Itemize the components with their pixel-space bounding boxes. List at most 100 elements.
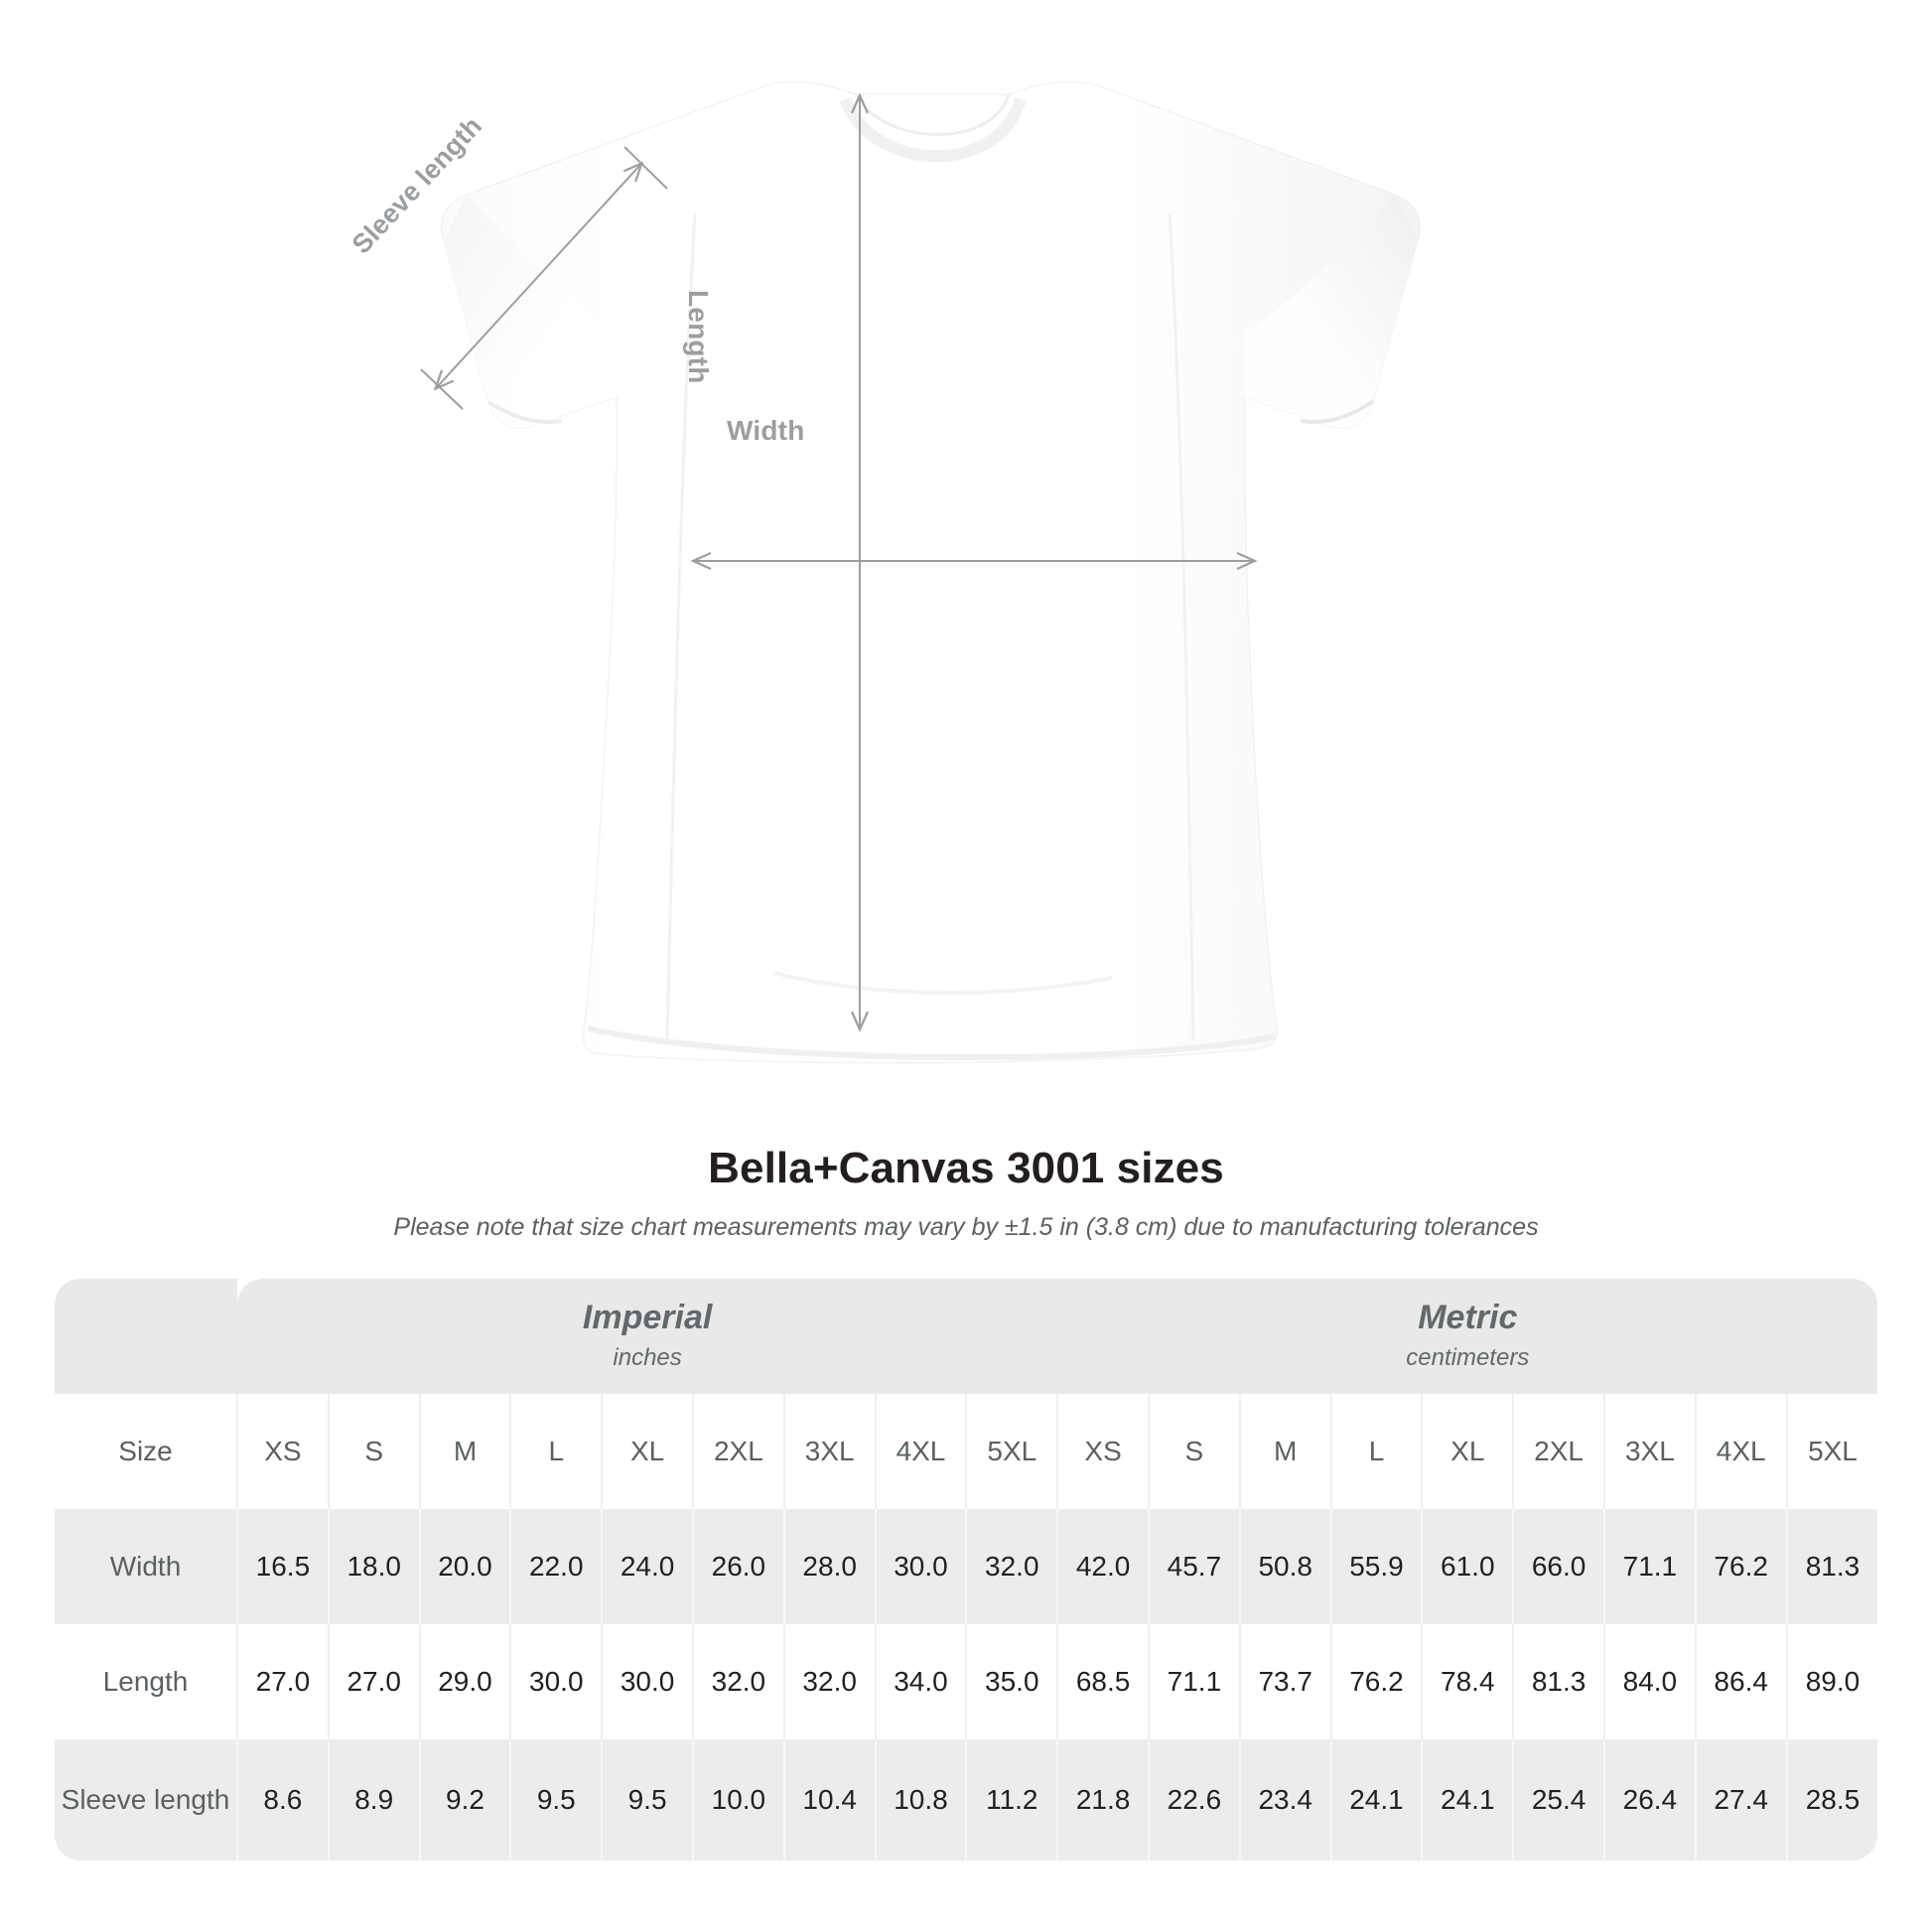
cell-width-met-2xl: 66.0 — [1512, 1509, 1604, 1624]
cell-width-met-5xl: 81.3 — [1785, 1509, 1878, 1624]
shirt-body-shape — [440, 80, 1422, 1064]
chart-heading: Bella+Canvas 3001 sizes Please note that… — [0, 1144, 1932, 1242]
cell-length-imp-xs: 27.0 — [236, 1624, 329, 1739]
cell-length-met-2xl: 81.3 — [1512, 1624, 1604, 1739]
cell-sleeve-imp-s: 8.9 — [327, 1739, 420, 1861]
cell-width-imp-2xl: 26.0 — [691, 1509, 784, 1624]
cell-sleeve-imp-3xl: 10.4 — [782, 1739, 876, 1861]
header-cell-met-4xl: 4XL — [1694, 1394, 1787, 1509]
tshirt-illustration: Sleeve length Length Width — [346, 80, 1422, 1064]
cell-width-met-xl: 61.0 — [1421, 1509, 1514, 1624]
cell-width-imp-3xl: 28.0 — [782, 1509, 876, 1624]
unit-cell-metric: Metric centimeters — [1057, 1279, 1878, 1394]
cell-sleeve-imp-5xl: 11.2 — [965, 1739, 1058, 1861]
cell-width-imp-xl: 24.0 — [601, 1509, 693, 1624]
cell-sleeve-imp-xl: 9.5 — [601, 1739, 693, 1861]
cell-sleeve-imp-m: 9.2 — [418, 1739, 511, 1861]
unit-title-imperial: Imperial — [582, 1299, 713, 1337]
row-label-sleeve-length: Sleeve length — [55, 1739, 237, 1861]
table-row: Sleeve length 8.6 8.9 9.2 9.5 9.5 10.0 1… — [55, 1739, 1878, 1861]
table-row: Width 16.5 18.0 20.0 22.0 24.0 26.0 28.0… — [55, 1509, 1878, 1624]
cell-width-imp-l: 22.0 — [509, 1509, 603, 1624]
cell-length-met-l: 76.2 — [1329, 1624, 1423, 1739]
table-header-row: Size XS S M L XL 2XL 3XL 4XL 5XL XS S M … — [55, 1394, 1878, 1509]
cell-sleeve-met-5xl: 28.5 — [1785, 1739, 1878, 1861]
header-cell-imp-5xl: 5XL — [965, 1394, 1058, 1509]
cell-length-imp-3xl: 32.0 — [782, 1624, 876, 1739]
cell-sleeve-met-s: 22.6 — [1148, 1739, 1240, 1861]
cell-sleeve-met-4xl: 27.4 — [1694, 1739, 1787, 1861]
header-cell-met-3xl: 3XL — [1602, 1394, 1696, 1509]
cell-length-imp-5xl: 35.0 — [965, 1624, 1058, 1739]
cell-width-met-m: 50.8 — [1238, 1509, 1331, 1624]
length-label: Length — [683, 290, 714, 384]
header-cell-imp-2xl: 2XL — [691, 1394, 784, 1509]
cell-sleeve-imp-2xl: 10.0 — [691, 1739, 784, 1861]
cell-sleeve-met-l: 24.1 — [1329, 1739, 1423, 1861]
header-cell-imp-3xl: 3XL — [782, 1394, 876, 1509]
header-cell-imp-xl: XL — [601, 1394, 693, 1509]
unit-title-metric: Metric — [1418, 1299, 1518, 1337]
header-cell-imp-s: S — [327, 1394, 420, 1509]
cell-sleeve-met-xs: 21.8 — [1056, 1739, 1149, 1861]
page-title: Bella+Canvas 3001 sizes — [708, 1144, 1224, 1192]
cell-width-met-xs: 42.0 — [1056, 1509, 1149, 1624]
unit-header-row: Imperial inches Metric centimeters — [55, 1279, 1878, 1394]
cell-sleeve-met-xl: 24.1 — [1421, 1739, 1514, 1861]
header-cell-met-5xl: 5XL — [1785, 1394, 1878, 1509]
cell-length-met-3xl: 84.0 — [1602, 1624, 1696, 1739]
row-label-width: Width — [55, 1509, 237, 1624]
cell-length-met-5xl: 89.0 — [1785, 1624, 1878, 1739]
cell-sleeve-imp-xs: 8.6 — [236, 1739, 329, 1861]
table-row: Length 27.0 27.0 29.0 30.0 30.0 32.0 32.… — [55, 1624, 1878, 1739]
cell-length-imp-m: 29.0 — [418, 1624, 511, 1739]
cell-width-met-4xl: 76.2 — [1694, 1509, 1787, 1624]
cell-length-imp-2xl: 32.0 — [691, 1624, 784, 1739]
cell-sleeve-met-m: 23.4 — [1238, 1739, 1331, 1861]
header-cell-imp-m: M — [418, 1394, 511, 1509]
sleeve-length-arrow — [420, 146, 668, 410]
cell-length-imp-xl: 30.0 — [601, 1624, 693, 1739]
cell-length-imp-s: 27.0 — [327, 1624, 420, 1739]
header-cell-imp-l: L — [509, 1394, 603, 1509]
unit-cell-imperial: Imperial inches — [237, 1279, 1058, 1394]
cell-length-imp-4xl: 34.0 — [874, 1624, 967, 1739]
header-cell-imp-xs: XS — [236, 1394, 329, 1509]
cell-length-met-xl: 78.4 — [1421, 1624, 1514, 1739]
unit-sub-metric: centimeters — [1406, 1343, 1530, 1371]
cell-length-met-m: 73.7 — [1238, 1624, 1331, 1739]
size-table: Imperial inches Metric centimeters Size … — [55, 1279, 1878, 1861]
header-cell-size: Size — [55, 1394, 237, 1509]
cell-width-imp-5xl: 32.0 — [965, 1509, 1058, 1624]
cell-sleeve-met-2xl: 25.4 — [1512, 1739, 1604, 1861]
unit-blank-cell — [55, 1279, 237, 1394]
cell-sleeve-imp-l: 9.5 — [509, 1739, 603, 1861]
header-cell-met-l: L — [1329, 1394, 1423, 1509]
header-cell-met-xs: XS — [1056, 1394, 1149, 1509]
cell-sleeve-met-3xl: 26.4 — [1602, 1739, 1696, 1861]
header-cell-met-2xl: 2XL — [1512, 1394, 1604, 1509]
cell-length-met-s: 71.1 — [1148, 1624, 1240, 1739]
header-cell-met-m: M — [1238, 1394, 1331, 1509]
cell-width-imp-xs: 16.5 — [236, 1509, 329, 1624]
size-table-container: Imperial inches Metric centimeters Size … — [55, 1279, 1878, 1861]
tolerance-note: Please note that size chart measurements… — [393, 1213, 1539, 1241]
cell-sleeve-imp-4xl: 10.8 — [874, 1739, 967, 1861]
cell-width-met-3xl: 71.1 — [1602, 1509, 1696, 1624]
header-cell-imp-4xl: 4XL — [874, 1394, 967, 1509]
cell-width-imp-s: 18.0 — [327, 1509, 420, 1624]
cell-length-imp-l: 30.0 — [509, 1624, 603, 1739]
cell-width-imp-4xl: 30.0 — [874, 1509, 967, 1624]
row-label-length: Length — [55, 1624, 237, 1739]
cell-width-imp-m: 20.0 — [418, 1509, 511, 1624]
unit-sub-imperial: inches — [613, 1343, 682, 1371]
cell-width-met-s: 45.7 — [1148, 1509, 1240, 1624]
tshirt-svg — [420, 80, 1422, 1064]
cell-width-met-l: 55.9 — [1329, 1509, 1423, 1624]
header-cell-met-s: S — [1148, 1394, 1240, 1509]
cell-length-met-4xl: 86.4 — [1694, 1624, 1787, 1739]
header-cell-met-xl: XL — [1421, 1394, 1514, 1509]
width-label: Width — [727, 415, 805, 446]
cell-length-met-xs: 68.5 — [1056, 1624, 1149, 1739]
